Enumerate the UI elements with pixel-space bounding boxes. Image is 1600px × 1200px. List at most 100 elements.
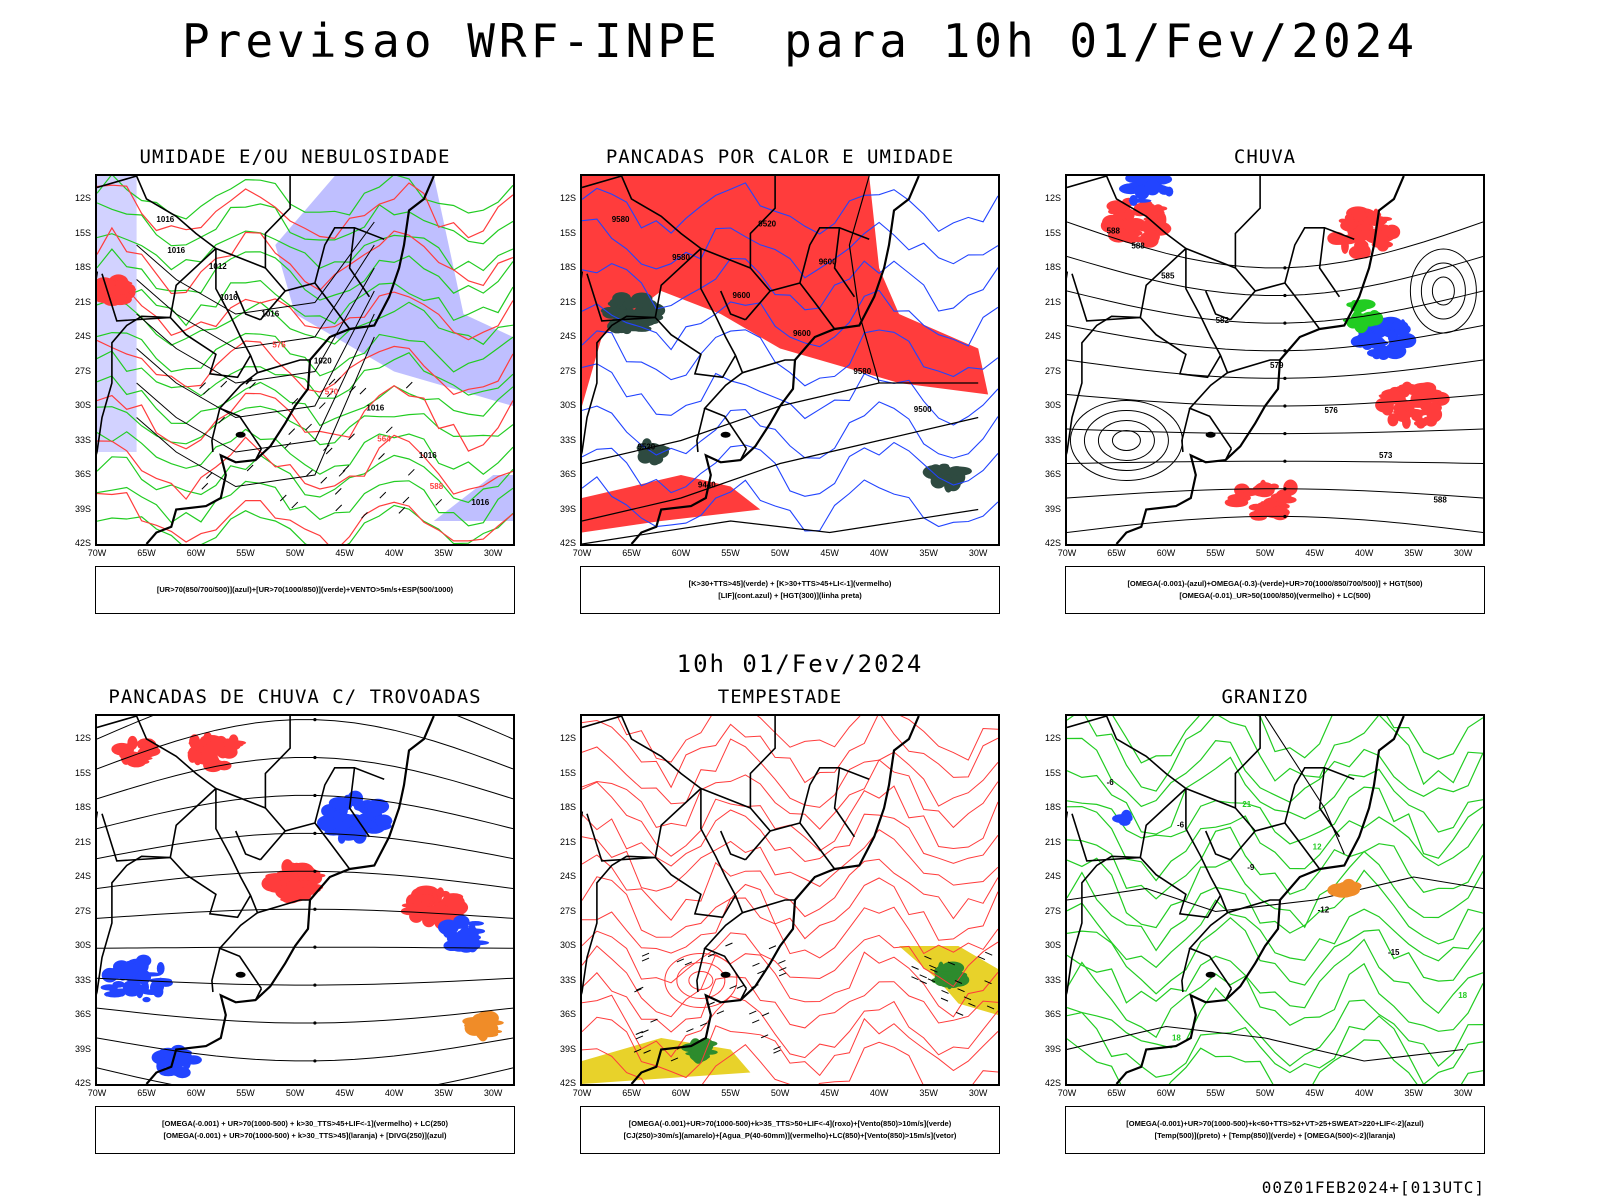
map-frame: 9580 9580 9600 9600 9580 9500 9520 9440 9520 9600 — [580, 174, 1000, 546]
temp850-contour — [1067, 938, 1483, 1015]
rain-area-red — [1393, 409, 1407, 415]
border-line — [1224, 448, 1233, 461]
divergence-area-blue — [156, 962, 165, 975]
border-line — [1181, 408, 1191, 453]
contour-label: 18 — [1172, 1033, 1181, 1042]
panel-chuva: CHUVA 588 585 582 579 576 573 588 588 [OMEGA(-0… — [1030, 146, 1500, 646]
wind-vector — [349, 385, 356, 393]
panel-legend: [OMEGA(-0.001)+UR>70(1000-500)+k<60+TTS>… — [1065, 1106, 1485, 1154]
lat-tick-label: 27S — [1044, 365, 1061, 376]
lon-tick-label: 55W — [721, 1088, 740, 1098]
divergence-area-blue — [375, 814, 393, 828]
border-line — [1227, 899, 1280, 914]
high-center-contour — [1409, 248, 1477, 334]
lat-tick-label: 21S — [74, 836, 91, 847]
map-canvas: 9580 9580 9600 9600 9580 9500 9520 9440 9520 9600 — [582, 176, 998, 544]
rain-area-red — [1266, 512, 1286, 519]
lat-tick-label: 30S — [559, 940, 576, 950]
contour-label: -6 — [1177, 821, 1185, 830]
map-frame — [95, 714, 515, 1086]
wind-vector — [323, 444, 330, 452]
border-line — [1067, 176, 1233, 450]
rain-area-red — [1108, 209, 1117, 215]
wind-vector — [245, 377, 253, 385]
rain-area-blue — [1125, 176, 1141, 183]
wind-vector — [773, 1049, 781, 1054]
wind-vector — [700, 1022, 708, 1027]
wind-vector — [752, 1019, 760, 1024]
lat-tick-label: 12S — [1044, 193, 1061, 203]
lon-tick-label: 65W — [137, 548, 156, 558]
wind-vector — [757, 970, 765, 975]
border-line — [254, 988, 263, 1001]
lat-tick-label: 30S — [1044, 940, 1061, 950]
wind-vector — [199, 382, 206, 389]
contour-label: 9580 — [672, 253, 690, 262]
thickness-contour-red — [97, 286, 513, 341]
divergence-area-blue — [328, 797, 350, 809]
border-line — [97, 716, 263, 990]
lon-tick-label: 70W — [87, 548, 107, 558]
lat-tick-label: 12S — [559, 193, 576, 203]
lat-tick-label: 36S — [559, 1009, 576, 1019]
lon-tick-label: 55W — [236, 1088, 255, 1098]
wind-vector — [985, 951, 993, 956]
rain-area-blue — [1356, 332, 1379, 343]
lat-tick-label: 42S — [1044, 538, 1061, 548]
thunder-area-red — [288, 873, 299, 884]
thunder-area-red — [220, 745, 238, 759]
wind-vector — [641, 957, 650, 962]
border-line — [799, 282, 836, 330]
wind-vector — [752, 962, 760, 967]
wind-vector — [201, 482, 209, 490]
lat-tick-label: 18S — [74, 802, 91, 812]
border-line — [264, 716, 291, 832]
pressure-isobar — [136, 244, 375, 350]
contour-label: 9580 — [612, 215, 630, 224]
thickness-contour-red — [97, 339, 513, 396]
thunder-area-red — [187, 747, 198, 763]
temp850-contour — [1067, 805, 1483, 882]
lon-tick-label: 45W — [1305, 548, 1324, 558]
rain-area-red — [1423, 402, 1442, 413]
border-line — [257, 899, 310, 914]
wind-vector — [676, 958, 685, 963]
low-center-contour — [1111, 430, 1141, 451]
wind-vector — [919, 980, 927, 985]
lon-tick-label: 65W — [1107, 548, 1126, 558]
lat-tick-label: 15S — [74, 227, 91, 238]
panel-title: PANCADAS DE CHUVA C/ TROVOADAS — [108, 686, 482, 708]
lat-tick-label: 21S — [1044, 296, 1061, 307]
humidity-contour-green — [97, 202, 513, 247]
rain-area-red — [1403, 410, 1425, 418]
map-frame: 588 585 582 579 576 573 588 588 — [1065, 174, 1485, 546]
lat-tick-label: 27S — [74, 905, 91, 916]
divergence-area-blue — [342, 818, 362, 827]
temp500-contour — [1067, 1025, 1464, 1062]
temp850-contour — [1067, 961, 1483, 1039]
lat-tick-label: 33S — [1044, 974, 1061, 985]
contour-label: 12 — [1313, 842, 1322, 851]
border-line — [97, 855, 171, 995]
lon-tick-label: 35W — [434, 548, 453, 558]
lon-tick-label: 60W — [186, 1088, 206, 1098]
thunder-area-red — [270, 877, 282, 893]
lifted-index-contour — [582, 329, 998, 387]
contour-label: 9580 — [853, 367, 871, 376]
rain-area-red — [1385, 225, 1401, 239]
legend-line: [OMEGA(-0.001)+UR>70(1000-500)+k>35_TTS>… — [628, 1119, 952, 1128]
contour-label: 1012 — [209, 262, 227, 271]
divergence-area-blue — [149, 977, 173, 984]
divergence-area-blue — [135, 976, 145, 982]
streamline-arrow — [1283, 321, 1287, 325]
contour-label: 582 — [1216, 316, 1230, 325]
wind-vector — [778, 959, 786, 964]
contour-label: 576 — [1325, 406, 1339, 415]
lat-tick-label: 30S — [559, 400, 576, 410]
border-line — [1284, 822, 1321, 870]
streamline-250hpa — [97, 757, 513, 800]
wind-vector — [320, 476, 328, 484]
border-line — [739, 988, 748, 1001]
rain-area-blue — [1387, 339, 1402, 356]
pressure-isobar — [136, 313, 375, 453]
